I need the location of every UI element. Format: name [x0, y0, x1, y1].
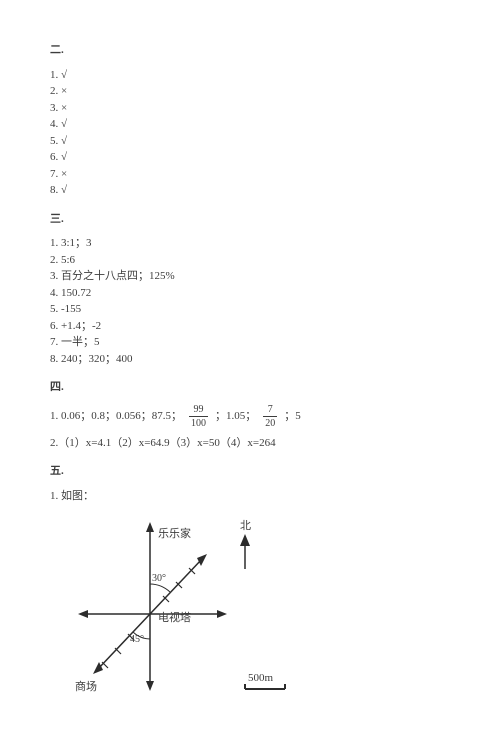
fraction-99-100: 99 100 — [189, 404, 208, 429]
fraction-7-20: 7 20 — [263, 404, 277, 429]
list-item: 1. 3:1；3 — [50, 235, 450, 252]
fraction-numerator: 99 — [189, 404, 208, 415]
list-item: 7. × — [50, 166, 450, 183]
fraction-numerator: 7 — [263, 404, 277, 415]
list-item: 8. √ — [50, 182, 450, 199]
list-item: 4. 150.72 — [50, 285, 450, 302]
arrow-up — [146, 522, 154, 532]
tick-mark — [102, 662, 108, 668]
row1-mid: ；1.05； — [215, 408, 256, 425]
label-lele-home: 乐乐家 — [158, 526, 191, 543]
list-item: 3. 百分之十八点四；125% — [50, 268, 450, 285]
arrow-down — [146, 681, 154, 691]
list-item: 2. 5:6 — [50, 252, 450, 269]
label-angle-30: 30° — [152, 571, 166, 586]
label-shop: 商场 — [75, 679, 97, 696]
list-item: 8. 240；320；400 — [50, 351, 450, 368]
label-angle-45: 45° — [130, 632, 144, 647]
section-2-title: 二. — [50, 42, 450, 59]
section-2-list: 1. √ 2. × 3. × 4. √ 5. √ 6. √ 7. × 8. √ — [50, 67, 450, 199]
arrow-ne — [197, 554, 207, 566]
list-item: 6. √ — [50, 149, 450, 166]
section-3-title: 三. — [50, 211, 450, 228]
row1-suffix: ；5 — [284, 408, 301, 425]
list-item: 2. × — [50, 83, 450, 100]
list-item: 1. √ — [50, 67, 450, 84]
section-4-row-1: 1. 0.06；0.8；0.056；87.5； 99 100 ；1.05； 7 … — [50, 404, 450, 429]
label-tv-tower: 电视塔 — [158, 610, 191, 627]
section-4-row-2: 2.（1）x=4.1（2）x=64.9（3）x=50（4）x=264 — [50, 435, 450, 452]
label-scale: 500m — [248, 670, 273, 687]
compass-arrowhead — [240, 534, 250, 546]
list-item: 5. √ — [50, 133, 450, 150]
section-4-title: 四. — [50, 379, 450, 396]
list-item: 3. × — [50, 100, 450, 117]
label-north: 北 — [240, 518, 251, 535]
fraction-bar — [263, 416, 277, 417]
fraction-denominator: 20 — [263, 418, 277, 429]
section-5-title: 五. — [50, 463, 450, 480]
section-5-lead: 1. 如图： — [50, 488, 450, 505]
list-item: 6. +1.4；-2 — [50, 318, 450, 335]
fraction-denominator: 100 — [189, 418, 208, 429]
arrow-left — [78, 610, 88, 618]
list-item: 7. 一半；5 — [50, 334, 450, 351]
arrow-sw — [93, 662, 103, 674]
direction-diagram: 乐乐家 北 30° 45° 电视塔 商场 500m — [50, 514, 310, 714]
section-3-list: 1. 3:1；3 2. 5:6 3. 百分之十八点四；125% 4. 150.7… — [50, 235, 450, 367]
arrow-right — [217, 610, 227, 618]
list-item: 4. √ — [50, 116, 450, 133]
section-4-content: 1. 0.06；0.8；0.056；87.5； 99 100 ；1.05； 7 … — [50, 404, 450, 452]
fraction-bar — [189, 416, 208, 417]
row1-prefix: 1. 0.06；0.8；0.056；87.5； — [50, 408, 182, 425]
list-item: 5. -155 — [50, 301, 450, 318]
